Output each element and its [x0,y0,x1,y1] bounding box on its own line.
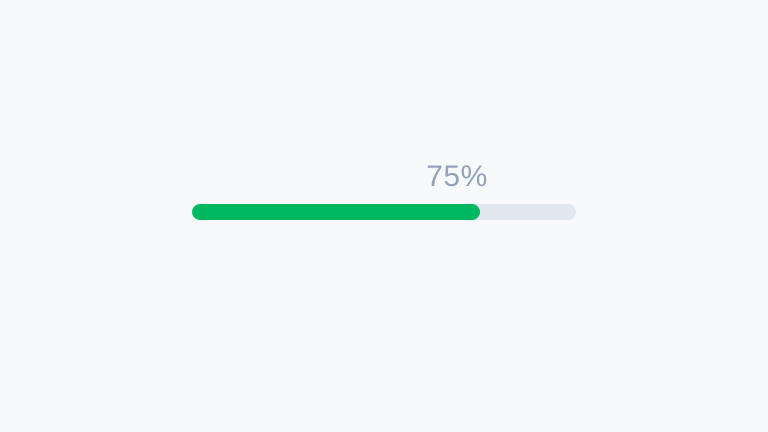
progress-widget: 75% [192,160,576,220]
progress-percentage-label: 75% [426,160,488,193]
progress-bar-fill [192,204,480,220]
progress-label-row: 75% [192,160,576,204]
progress-bar-track[interactable] [192,204,576,220]
